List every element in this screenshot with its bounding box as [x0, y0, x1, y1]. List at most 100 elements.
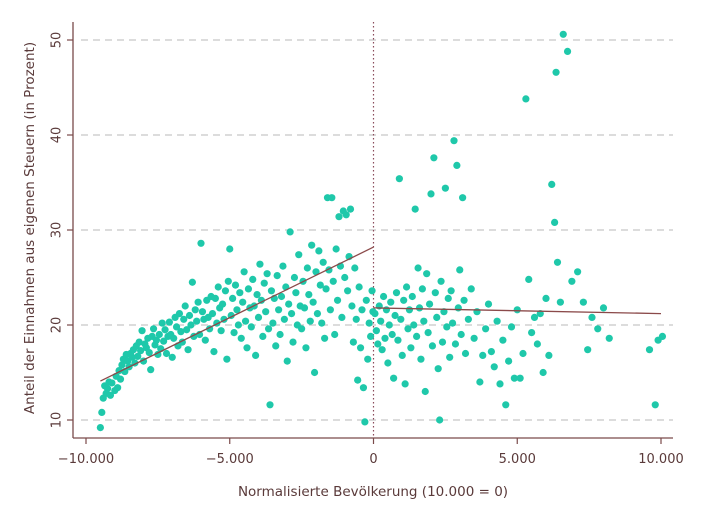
- scatter-point: [316, 281, 324, 289]
- scatter-point: [364, 355, 372, 363]
- scatter-point: [180, 315, 188, 323]
- scatter-point: [106, 391, 115, 399]
- scatter-point: [599, 304, 608, 312]
- scatter-point: [108, 379, 116, 387]
- scatter-point: [197, 239, 205, 247]
- scatter-point: [420, 317, 428, 325]
- scatter-point: [160, 337, 168, 345]
- scatter-point: [473, 308, 481, 316]
- scatter-point: [450, 137, 458, 145]
- scatter-point: [594, 325, 602, 333]
- scatter-point: [277, 292, 286, 301]
- scatter-point: [283, 357, 291, 365]
- scatter-point: [298, 325, 306, 333]
- scatter-point: [605, 334, 613, 342]
- scatter-point: [408, 292, 416, 301]
- scatter-point: [362, 296, 370, 304]
- scatter-point: [181, 302, 189, 310]
- scatter-point: [398, 351, 406, 359]
- y-tick-label: 30: [50, 222, 65, 239]
- scatter-point: [177, 328, 185, 336]
- scatter-point: [329, 277, 337, 285]
- scatter-point: [394, 336, 402, 344]
- scatter-point: [378, 346, 386, 354]
- scatter-point: [388, 330, 396, 339]
- scatter-point: [382, 306, 391, 314]
- scatter-point: [563, 47, 572, 56]
- scatter-point: [280, 315, 288, 323]
- scatter-point: [310, 368, 319, 377]
- scatter-point: [434, 365, 442, 373]
- scatter-point: [470, 334, 478, 342]
- scatter-point: [352, 315, 360, 323]
- scatter-point: [338, 313, 346, 321]
- scatter-point: [390, 374, 398, 382]
- y-tick-label: 50: [50, 32, 65, 49]
- scatter-point: [170, 334, 178, 342]
- scatter-point: [464, 315, 472, 323]
- scatter-point: [502, 401, 510, 409]
- scatter-point: [183, 326, 191, 334]
- fit-lines: [100, 246, 662, 382]
- scatter-point: [551, 218, 559, 226]
- scatter-point: [306, 317, 314, 325]
- scatter-point: [385, 321, 393, 329]
- scatter-point: [315, 247, 323, 255]
- scatter-point: [224, 277, 232, 285]
- scatter-point: [103, 385, 112, 393]
- scatter-point: [302, 344, 310, 352]
- scatter-point: [342, 211, 350, 219]
- scatter-point: [247, 323, 255, 331]
- scatter-point: [236, 289, 244, 297]
- y-tick-label: 40: [50, 127, 65, 144]
- x-tick-label: 10.000: [638, 452, 684, 467]
- scatter-point: [333, 296, 342, 304]
- scatter-point: [467, 285, 475, 293]
- scatter-point: [191, 306, 199, 314]
- scatter-point: [400, 296, 408, 304]
- y-tick-label: 10: [50, 412, 65, 429]
- scatter-point: [391, 311, 399, 320]
- scatter-point: [226, 245, 234, 253]
- scatter-point: [229, 294, 237, 302]
- scatter-point: [460, 296, 468, 304]
- scatter-point: [574, 268, 582, 276]
- scatter-point: [539, 368, 547, 377]
- x-axis-title: Normalisierte Bevölkerung (10.000 = 0): [238, 484, 508, 500]
- scatter-point: [374, 340, 382, 348]
- scatter-point: [221, 287, 230, 295]
- scatter-point: [348, 302, 356, 310]
- scatter-point: [214, 283, 222, 291]
- scatter-point: [579, 298, 587, 306]
- scatter-point: [239, 298, 247, 306]
- scatter-point: [193, 317, 201, 325]
- scatter-point: [359, 384, 368, 392]
- scatter-point: [263, 270, 271, 278]
- scatter-point: [273, 272, 281, 280]
- scatter-point: [519, 349, 527, 358]
- scatter-point: [454, 304, 462, 312]
- scatter-point: [446, 353, 454, 361]
- scatter-point: [507, 323, 516, 331]
- scatter-point: [161, 326, 169, 334]
- scatter-point: [322, 285, 330, 293]
- scatter-point: [530, 313, 539, 321]
- scatter-point: [430, 154, 438, 162]
- scatter-point: [451, 340, 460, 348]
- scatter-point: [436, 416, 444, 424]
- scatter-point: [198, 308, 207, 316]
- scatter-point: [249, 275, 257, 283]
- scatter-point: [253, 291, 261, 299]
- scatter-point: [545, 351, 553, 359]
- tick-labels: −10.000 −5.000 0 5.000 10.000 10 20 30 40 50: [50, 32, 684, 467]
- scatter-point: [335, 213, 343, 221]
- scatter-point: [433, 313, 441, 321]
- scatter-point: [461, 349, 470, 358]
- axes: [67, 22, 673, 444]
- scatter-point: [346, 205, 355, 213]
- scatter-point: [387, 298, 395, 306]
- scatter-point: [201, 336, 209, 344]
- scatter-point: [194, 298, 202, 306]
- scatter-point: [424, 329, 432, 337]
- scatter-point: [490, 363, 498, 371]
